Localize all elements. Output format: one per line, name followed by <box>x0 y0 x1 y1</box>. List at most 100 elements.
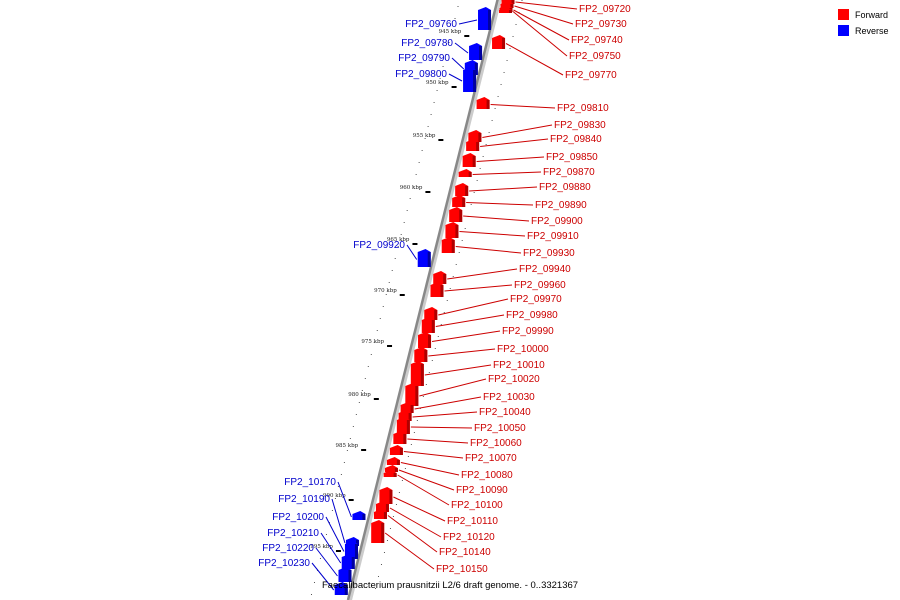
reverse-gene-label[interactable]: FP2_09800 <box>395 69 447 80</box>
forward-gene[interactable] <box>400 402 414 413</box>
kbp-tick-label: 970 kbp <box>374 288 397 294</box>
forward-gene[interactable] <box>441 237 455 253</box>
reverse-gene-label[interactable]: FP2_10170 <box>284 477 336 488</box>
reverse-gene[interactable] <box>469 43 483 60</box>
forward-gene[interactable] <box>466 139 480 151</box>
forward-gene-label[interactable]: FP2_09840 <box>550 134 602 145</box>
forward-gene[interactable] <box>476 97 490 109</box>
forward-gene[interactable] <box>418 332 432 348</box>
reverse-gene[interactable] <box>463 67 477 92</box>
forward-gene-label[interactable]: FP2_09730 <box>575 19 627 30</box>
gene-shade <box>424 350 428 362</box>
forward-gene-label[interactable]: FP2_10040 <box>479 407 531 418</box>
forward-gene-label[interactable]: FP2_10000 <box>497 344 549 355</box>
forward-gene-label[interactable]: FP2_10060 <box>470 438 522 449</box>
reverse-gene[interactable] <box>478 7 492 30</box>
forward-gene[interactable] <box>455 183 469 196</box>
reverse-gene[interactable] <box>352 511 366 520</box>
forward-gene-label[interactable]: FP2_09750 <box>569 51 621 62</box>
forward-gene-label[interactable]: FP2_09740 <box>571 35 623 46</box>
forward-gene[interactable] <box>468 130 482 142</box>
forward-gene[interactable] <box>371 520 385 543</box>
forward-gene[interactable] <box>373 509 387 519</box>
reverse-gene-label[interactable]: FP2_10190 <box>278 494 330 505</box>
reverse-gene-label[interactable]: FP2_10230 <box>258 558 310 569</box>
reverse-gene[interactable] <box>341 554 355 569</box>
forward-gene[interactable] <box>405 383 419 406</box>
forward-gene-label[interactable]: FP2_09960 <box>514 280 566 291</box>
forward-gene-label[interactable]: FP2_09930 <box>523 248 575 259</box>
reverse-gene-label[interactable]: FP2_09760 <box>405 19 457 30</box>
gene-arrow <box>334 582 348 585</box>
reverse-gene-label[interactable]: FP2_09780 <box>401 38 453 49</box>
reverse-gene-label[interactable]: FP2_09920 <box>353 240 405 251</box>
forward-gene-label[interactable]: FP2_10120 <box>443 532 495 543</box>
forward-gene-label[interactable]: FP2_10030 <box>483 392 535 403</box>
forward-gene-label[interactable]: FP2_10140 <box>439 547 491 558</box>
forward-gene[interactable] <box>386 457 400 465</box>
guide-dot <box>521 0 523 1</box>
forward-gene-label[interactable]: FP2_09770 <box>565 70 617 81</box>
gene-body <box>499 10 513 13</box>
forward-gene[interactable] <box>410 361 424 386</box>
forward-gene-label[interactable]: FP2_10090 <box>456 485 508 496</box>
forward-gene-label[interactable]: FP2_10020 <box>488 374 540 385</box>
forward-gene-label[interactable]: FP2_09830 <box>554 120 606 131</box>
gene-features <box>334 0 515 595</box>
forward-gene[interactable] <box>383 470 397 477</box>
forward-gene[interactable] <box>462 153 476 167</box>
label-leader <box>466 202 534 206</box>
reverse-gene-label[interactable]: FP2_10220 <box>262 543 314 554</box>
reverse-gene[interactable] <box>338 567 352 582</box>
forward-gene[interactable] <box>430 282 444 297</box>
forward-gene[interactable] <box>492 35 506 49</box>
reverse-gene-label[interactable]: FP2_10210 <box>267 528 319 539</box>
forward-gene-label[interactable]: FP2_09870 <box>543 167 595 178</box>
forward-gene[interactable] <box>445 222 459 238</box>
forward-gene-label[interactable]: FP2_09900 <box>531 216 583 227</box>
forward-gene[interactable] <box>452 195 466 207</box>
reverse-gene-label[interactable]: FP2_09790 <box>398 53 450 64</box>
guide-dot <box>400 234 402 235</box>
forward-gene[interactable] <box>414 347 428 362</box>
forward-gene[interactable] <box>393 431 407 444</box>
forward-gene-label[interactable]: FP2_10110 <box>447 516 498 527</box>
forward-gene-label[interactable]: FP2_09980 <box>506 310 558 321</box>
forward-gene[interactable] <box>384 465 398 472</box>
guide-dot <box>352 426 354 427</box>
forward-gene[interactable] <box>449 207 463 222</box>
reverse-gene-label[interactable]: FP2_10200 <box>272 512 324 523</box>
forward-gene-label[interactable]: FP2_10150 <box>436 564 488 575</box>
forward-gene-label[interactable]: FP2_09720 <box>579 4 631 15</box>
forward-gene[interactable] <box>396 417 410 434</box>
forward-gene-label[interactable]: FP2_09970 <box>510 294 562 305</box>
forward-gene-label[interactable]: FP2_09880 <box>539 182 591 193</box>
forward-gene-label[interactable]: FP2_09940 <box>519 264 571 275</box>
forward-gene-label[interactable]: FP2_10080 <box>461 470 513 481</box>
forward-gene[interactable] <box>433 271 447 284</box>
guide-dot <box>461 240 463 241</box>
gene-body <box>478 10 492 30</box>
forward-gene[interactable] <box>379 487 393 504</box>
forward-gene[interactable] <box>499 7 513 13</box>
forward-gene-label[interactable]: FP2_10070 <box>465 453 517 464</box>
forward-gene-label[interactable]: FP2_10050 <box>474 423 526 434</box>
gene-arrow <box>373 509 387 512</box>
forward-gene-label[interactable]: FP2_09890 <box>535 200 587 211</box>
forward-gene[interactable] <box>458 169 472 177</box>
kbp-tick-label: 995 kbp <box>310 544 333 550</box>
forward-gene-label[interactable]: FP2_09850 <box>546 152 598 163</box>
forward-gene[interactable] <box>375 501 389 512</box>
reverse-gene[interactable] <box>334 582 348 595</box>
forward-gene-label[interactable]: FP2_09990 <box>502 326 554 337</box>
reverse-gene[interactable] <box>417 249 431 267</box>
forward-gene-label[interactable]: FP2_09810 <box>557 103 609 114</box>
forward-gene[interactable] <box>421 317 435 333</box>
forward-gene[interactable] <box>389 445 403 455</box>
forward-gene-label[interactable]: FP2_10010 <box>493 360 545 371</box>
gene-arrow <box>466 139 480 142</box>
forward-gene-label[interactable]: FP2_09910 <box>527 231 579 242</box>
forward-gene[interactable] <box>424 307 438 320</box>
forward-gene-label[interactable]: FP2_10100 <box>451 500 503 511</box>
forward-gene[interactable] <box>398 410 412 421</box>
